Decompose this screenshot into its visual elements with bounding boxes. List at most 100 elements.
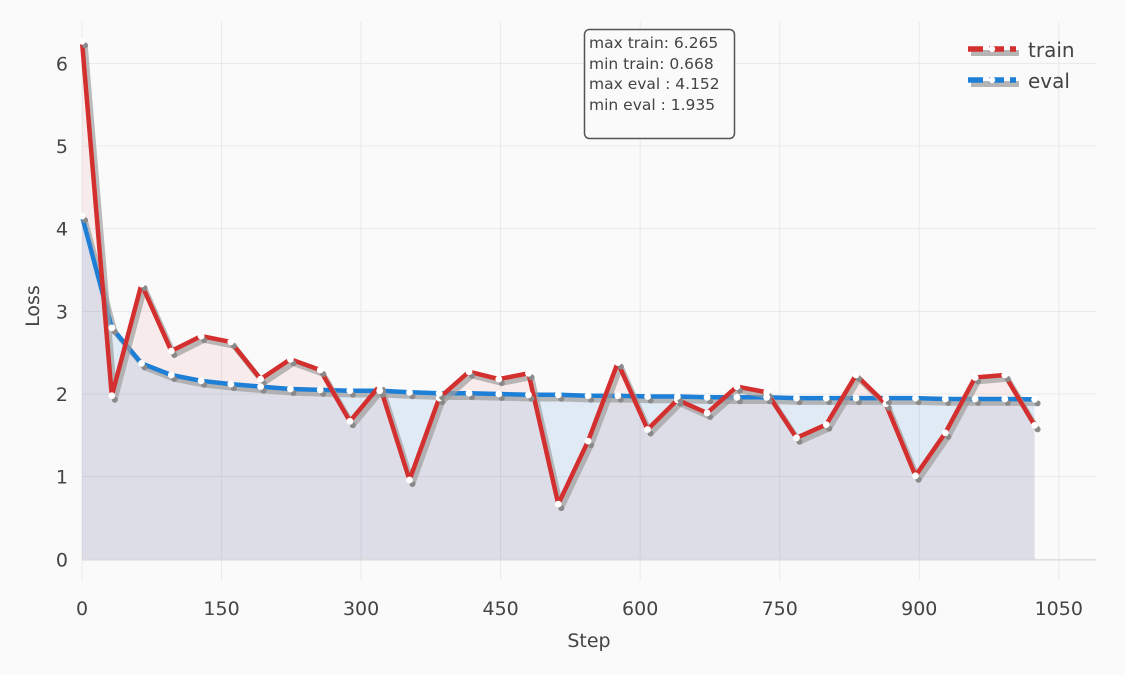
- point-train: [167, 347, 175, 355]
- point-train: [971, 374, 979, 381]
- legend: train eval: [968, 38, 1075, 93]
- point-train: [1031, 422, 1038, 429]
- legend-item-train: train: [968, 38, 1075, 62]
- point-train: [138, 280, 145, 288]
- x-tick-label: 600: [622, 598, 658, 620]
- point-train: [227, 338, 235, 346]
- point-train: [554, 500, 562, 508]
- point-train: [763, 388, 771, 396]
- point-eval: [257, 383, 264, 390]
- point-train: [822, 421, 830, 428]
- point-eval: [316, 386, 324, 394]
- point-eval: [227, 380, 235, 388]
- y-tick-label: 0: [56, 549, 68, 571]
- x-tick-label: 900: [901, 598, 937, 620]
- x-tick-label: 750: [762, 598, 798, 620]
- x-tick-label: 1050: [1035, 598, 1083, 620]
- y-tick-label: 4: [56, 219, 68, 241]
- point-train: [465, 368, 473, 376]
- point-eval: [406, 388, 413, 396]
- point-eval: [1031, 396, 1038, 403]
- y-tick-label: 5: [56, 136, 68, 158]
- point-eval: [346, 387, 354, 395]
- point-train: [793, 434, 800, 442]
- point-train: [108, 392, 116, 400]
- y-tick-labels: 0 1 2 3 4 5 6: [56, 53, 68, 571]
- point-train: [495, 375, 503, 383]
- point-eval: [852, 394, 860, 402]
- point-train: [733, 383, 741, 390]
- point-train: [1001, 371, 1009, 379]
- stats-line-min-train: min train: 0.668: [589, 55, 714, 73]
- point-eval: [912, 394, 919, 402]
- area-fills: [82, 41, 1035, 560]
- point-eval: [287, 385, 294, 393]
- point-eval: [495, 390, 503, 398]
- point-train: [852, 371, 860, 379]
- point-eval: [733, 393, 741, 401]
- point-train: [703, 409, 711, 417]
- x-tick-labels: 0 150 300 450 600 750 900 1050: [76, 598, 1083, 620]
- point-eval: [674, 393, 681, 400]
- area-fill-train: [82, 41, 1035, 560]
- point-eval: [1001, 395, 1009, 403]
- stats-line-min-eval: min eval : 1.935: [589, 96, 715, 114]
- point-train: [941, 429, 949, 437]
- point-eval: [941, 395, 949, 403]
- x-axis-label: Step: [567, 630, 610, 652]
- point-train: [316, 366, 324, 374]
- point-train: [912, 472, 919, 480]
- y-axis-label: Loss: [22, 285, 44, 327]
- point-eval: [703, 393, 711, 401]
- y-tick-label: 1: [56, 467, 68, 489]
- point-eval: [614, 392, 622, 400]
- point-train: [614, 359, 622, 366]
- point-eval: [108, 324, 116, 332]
- point-eval: [763, 393, 771, 401]
- point-train: [584, 437, 592, 445]
- legend-marker-eval: [988, 76, 996, 84]
- stats-box: [583, 28, 736, 140]
- series-layer: [78, 38, 1041, 512]
- point-train: [197, 332, 205, 340]
- legend-label-train: train: [1028, 38, 1075, 62]
- point-eval: [376, 387, 384, 395]
- x-tick-label: 0: [76, 598, 88, 620]
- point-eval: [554, 391, 562, 399]
- legend-item-eval: eval: [968, 69, 1070, 93]
- point-eval: [435, 389, 443, 397]
- point-eval: [971, 395, 979, 403]
- x-tick-label: 300: [343, 598, 379, 620]
- point-train: [287, 355, 294, 363]
- x-tick-label: 450: [482, 598, 518, 620]
- point-eval: [822, 394, 830, 402]
- point-eval: [138, 360, 145, 367]
- point-train: [78, 38, 86, 45]
- point-eval: [644, 393, 651, 400]
- area-fill-eval: [82, 216, 1035, 560]
- x-tick-label: 150: [203, 598, 239, 620]
- point-train: [257, 375, 264, 383]
- point-eval: [78, 212, 86, 220]
- point-eval: [793, 394, 800, 402]
- point-eval: [197, 377, 205, 385]
- point-train: [376, 382, 384, 390]
- point-train: [346, 417, 354, 425]
- stats-annotation: max train: 6.265 min train: 0.668 max ev…: [583, 28, 736, 140]
- stats-line-max-eval: max eval : 4.152: [589, 75, 720, 93]
- y-tick-label: 3: [56, 301, 68, 323]
- point-eval: [525, 391, 532, 399]
- point-eval: [167, 371, 175, 379]
- point-train: [644, 426, 651, 433]
- y-tick-label: 6: [56, 53, 68, 75]
- legend-label-eval: eval: [1028, 69, 1070, 93]
- stats-line-max-train: max train: 6.265: [589, 34, 718, 52]
- legend-marker-train: [988, 45, 996, 53]
- point-train: [525, 369, 532, 377]
- y-tick-label: 2: [56, 384, 68, 406]
- point-eval: [882, 394, 890, 402]
- point-train: [406, 476, 413, 484]
- point-eval: [584, 392, 592, 400]
